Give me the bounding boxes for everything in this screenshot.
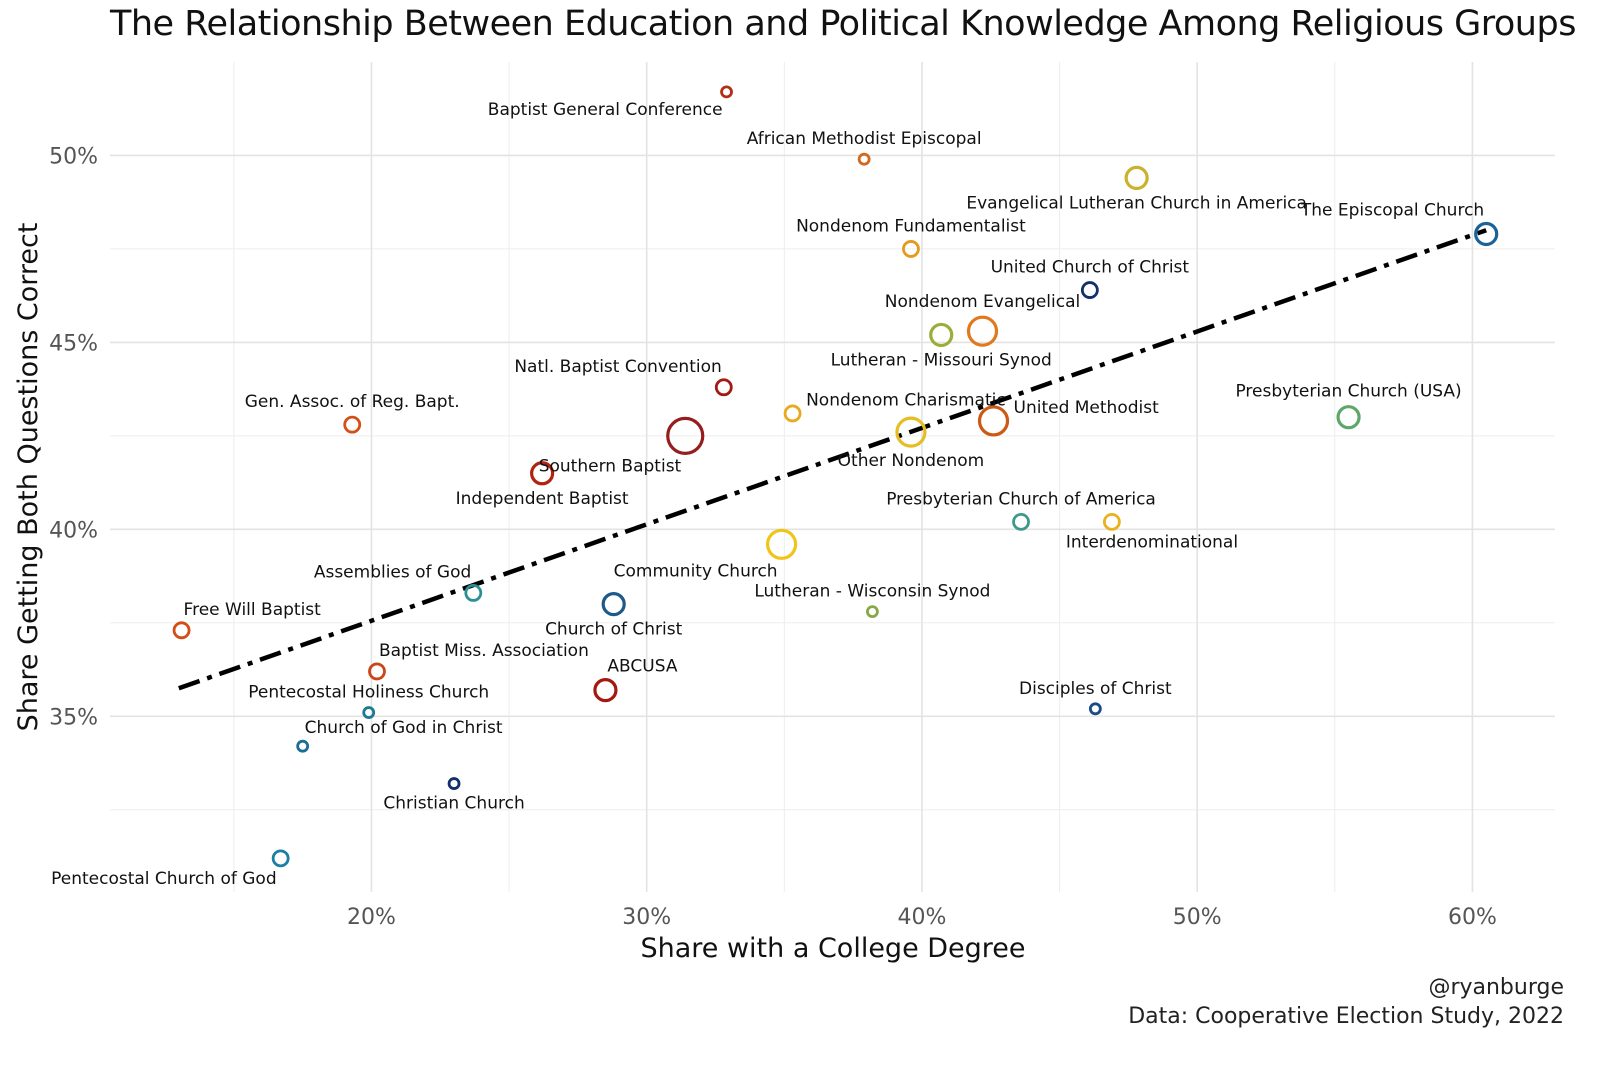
data-point	[666, 416, 705, 455]
x-tick-label: 40%	[897, 905, 946, 930]
data-point	[343, 415, 362, 434]
data-point	[368, 662, 386, 681]
data-point	[895, 416, 927, 448]
y-tick-label: 45%	[49, 331, 98, 356]
data-point	[271, 849, 290, 868]
y-tick-label: 40%	[49, 518, 98, 543]
data-point	[866, 605, 879, 618]
point-label: Nondenom Fundamentalist	[796, 216, 1026, 236]
point-label: Southern Baptist	[539, 456, 682, 476]
data-point	[902, 240, 920, 258]
data-point	[530, 461, 555, 486]
point-label: Lutheran - Wisconsin Synod	[754, 582, 990, 602]
point-label: Baptist Miss. Association	[379, 641, 589, 661]
grid-lines	[110, 62, 1555, 892]
point-label: Church of Christ	[545, 620, 683, 640]
data-points	[172, 85, 1499, 868]
axis-ticks: 20% 30% 40% 50% 60% 35% 40% 45% 50%	[49, 144, 1497, 930]
point-label: Evangelical Lutheran Church in America	[966, 193, 1307, 213]
chart-title: The Relationship Between Education and P…	[110, 4, 1576, 44]
data-point	[966, 315, 999, 347]
data-point	[1474, 221, 1499, 247]
x-tick-label: 50%	[1173, 905, 1222, 930]
point-label: Other Nondenom	[838, 451, 985, 471]
point-label: Pentecostal Church of God	[51, 869, 277, 889]
y-tick-label: 50%	[49, 144, 98, 169]
point-label: Lutheran - Missouri Synod	[831, 350, 1052, 370]
x-tick-label: 60%	[1448, 905, 1497, 930]
point-label: Natl. Baptist Convention	[514, 357, 721, 377]
trend-line-group	[178, 228, 1487, 691]
data-point	[593, 678, 618, 703]
data-point	[765, 528, 798, 560]
point-label: Assemblies of God	[314, 562, 471, 582]
caption-author: @ryanburge	[1428, 975, 1564, 1000]
point-label: ABCUSA	[607, 657, 677, 677]
data-point	[929, 322, 954, 348]
data-point	[783, 404, 802, 423]
data-point	[1336, 405, 1361, 430]
point-label: Nondenom Charismatic	[806, 390, 1006, 410]
data-point	[172, 621, 191, 640]
x-tick-label: 30%	[622, 905, 671, 930]
point-label: Pentecostal Holiness Church	[248, 683, 489, 703]
point-label: Presbyterian Church of America	[886, 489, 1156, 509]
point-label: Interdenominational	[1066, 532, 1238, 552]
data-point	[1088, 702, 1102, 716]
data-point	[1080, 281, 1099, 299]
y-axis-title: Share Getting Both Questions Correct	[13, 223, 44, 732]
data-point	[464, 584, 483, 602]
point-label: Independent Baptist	[456, 489, 629, 509]
point-label: Christian Church	[383, 794, 524, 814]
data-point	[977, 405, 1010, 437]
point-label: United Church of Christ	[991, 258, 1190, 278]
point-label: Community Church	[614, 561, 778, 581]
data-point	[720, 85, 733, 99]
point-label: Nondenom Evangelical	[885, 292, 1080, 312]
x-axis-title: Share with a College Degree	[640, 933, 1025, 964]
point-label: Baptist General Conference	[488, 100, 723, 120]
data-point	[714, 378, 733, 397]
data-point	[857, 152, 871, 166]
data-point	[601, 592, 626, 617]
point-label: Church of God in Christ	[305, 718, 503, 738]
point-label: The Episcopal Church	[1300, 200, 1484, 220]
x-tick-label: 20%	[347, 905, 396, 930]
point-label: African Methodist Episcopal	[747, 129, 982, 149]
point-label: Free Will Baptist	[184, 600, 322, 620]
point-label: United Methodist	[1014, 398, 1160, 418]
point-label: Disciples of Christ	[1019, 679, 1172, 699]
point-label: Gen. Assoc. of Reg. Bapt.	[245, 392, 460, 412]
point-label: Presbyterian Church (USA)	[1235, 382, 1461, 402]
data-point	[1102, 512, 1121, 531]
data-point	[447, 777, 461, 790]
y-tick-label: 35%	[49, 705, 98, 730]
data-point	[362, 706, 376, 719]
data-point	[1012, 512, 1030, 531]
caption-source: Data: Cooperative Election Study, 2022	[1128, 1004, 1564, 1029]
point-labels: Baptist General Conference African Method…	[51, 100, 1484, 889]
data-point	[1124, 165, 1149, 191]
trend-line	[178, 228, 1487, 691]
data-point	[296, 739, 310, 753]
